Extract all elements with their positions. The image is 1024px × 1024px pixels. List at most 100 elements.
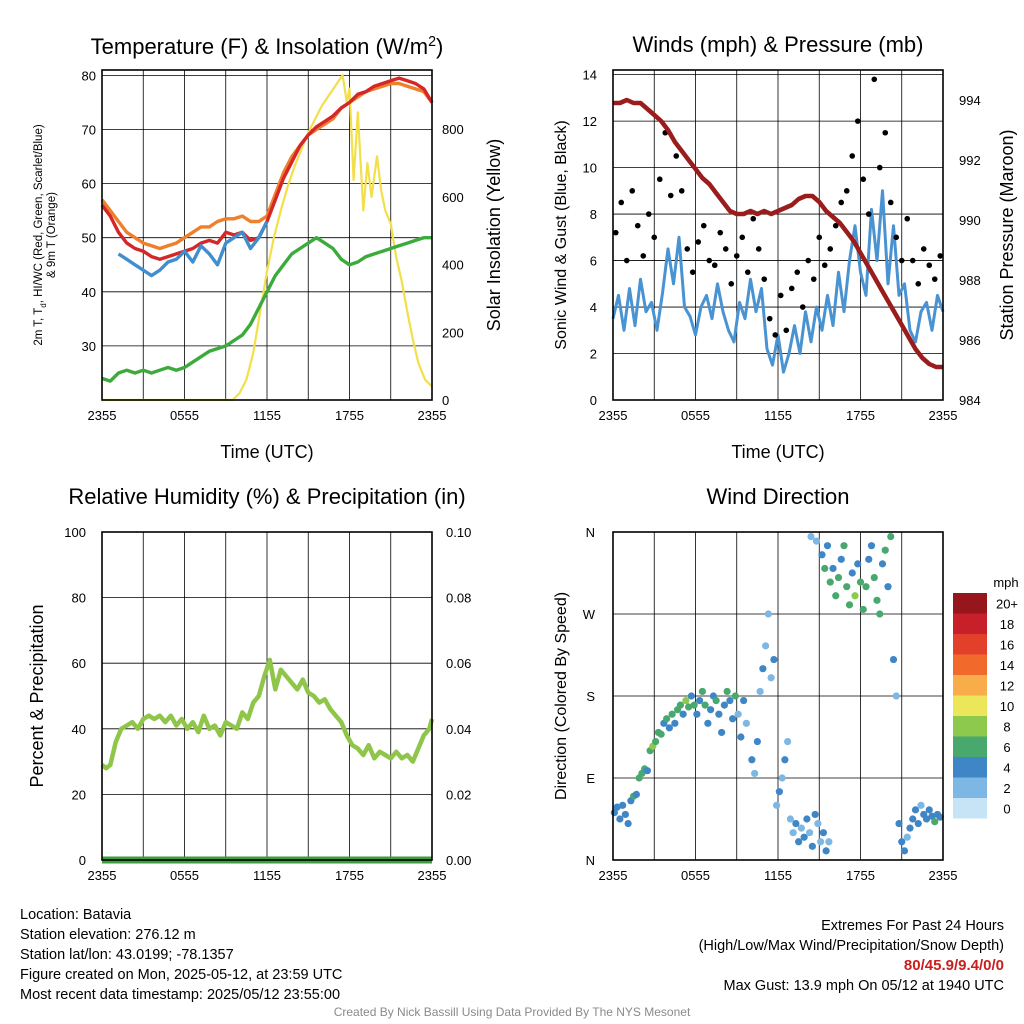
- gust-point: [904, 215, 911, 222]
- y-tick-label: N: [586, 853, 595, 868]
- gust-point: [772, 332, 779, 338]
- direction-point: [867, 542, 876, 550]
- y2-tick-label: 984: [959, 393, 981, 408]
- y2-axis-label: Solar Insolation (Yellow): [484, 139, 504, 331]
- direction-point: [914, 819, 922, 828]
- gust-point: [689, 269, 696, 275]
- x-tick-label: 1755: [335, 408, 364, 423]
- colorbar-swatch: [953, 675, 987, 696]
- direction-point: [726, 696, 734, 705]
- latlon-text: Station lat/lon: 43.0199; -78.1357: [20, 947, 234, 963]
- direction-point: [898, 838, 906, 846]
- y2-tick-label: 200: [442, 325, 464, 340]
- direction-point: [613, 803, 621, 811]
- created-text: Figure created on Mon, 2025-05-12, at 23…: [20, 967, 343, 983]
- colorbar-label: 2: [1003, 781, 1010, 796]
- colorbar-label: 14: [1000, 658, 1014, 673]
- gust-point: [788, 285, 795, 292]
- direction-point: [784, 737, 792, 746]
- y-tick-label: S: [586, 689, 595, 704]
- series-line: [100, 81, 434, 251]
- gust-point: [898, 257, 905, 264]
- direction-point: [715, 710, 723, 718]
- extremes-values: 80/45.9/9.4/0/0: [903, 957, 1004, 974]
- gust-point: [678, 188, 685, 194]
- direction-point: [823, 542, 832, 550]
- x-tick-label: 1155: [764, 408, 792, 423]
- colorbar-label: 8: [1003, 719, 1010, 734]
- colorbar-swatch: [953, 695, 987, 716]
- x-tick-label: 1155: [764, 868, 792, 883]
- gust-point: [618, 199, 625, 206]
- gust-point: [733, 253, 740, 259]
- gust-point: [865, 211, 872, 217]
- y2-tick-label: 988: [959, 273, 981, 288]
- colorbar-label: 6: [1003, 740, 1010, 755]
- direction-point: [734, 710, 742, 718]
- direction-point: [892, 692, 900, 700]
- direction-point: [840, 542, 848, 550]
- direction-point: [731, 692, 739, 700]
- chart-title: Temperature (F) & Insolation (W/m2): [91, 34, 444, 59]
- y2-tick-label: 994: [959, 93, 981, 108]
- y-tick-label: 60: [82, 177, 96, 192]
- plot-area-2: 2355 0555 1155 1755 2355: [599, 70, 957, 423]
- y-tick-label: 6: [590, 254, 597, 269]
- gust-point: [744, 269, 751, 275]
- x-tick-label: 2355: [929, 868, 958, 883]
- gust-point: [937, 253, 944, 259]
- x-tick-label: 2355: [599, 408, 628, 423]
- y-axis-label: Percent & Precipitation: [27, 604, 47, 787]
- y-tick-label: 70: [82, 123, 96, 138]
- credit-footer: Created By Nick Bassill Using Data Provi…: [333, 1005, 691, 1019]
- y-tick-label: 60: [72, 656, 86, 671]
- chart-title: Wind Direction: [706, 484, 849, 509]
- direction-point: [789, 829, 797, 837]
- gust-point: [640, 253, 647, 259]
- direction-point: [884, 583, 892, 591]
- direction-point: [851, 592, 859, 600]
- y2-tick-label: 990: [959, 213, 981, 228]
- x-tick-label: 0555: [681, 408, 710, 423]
- direction-point: [718, 728, 726, 737]
- gust-point: [750, 215, 757, 222]
- direction-point: [701, 701, 709, 709]
- direction-point: [822, 847, 830, 855]
- direction-point: [665, 724, 673, 732]
- direction-point: [865, 555, 873, 563]
- humidity-line: [100, 657, 435, 771]
- direction-point: [632, 790, 640, 799]
- direction-point: [829, 564, 837, 573]
- direction-point: [696, 696, 704, 705]
- direction-point: [800, 833, 808, 841]
- y-tick-label: 8: [590, 207, 597, 222]
- direction-point: [773, 801, 781, 809]
- direction-point: [806, 829, 814, 837]
- gust-point: [876, 164, 883, 171]
- extremes-subtitle: (High/Low/Max Wind/Precipitation/Snow De…: [698, 938, 1004, 954]
- colorbar-swatch: [953, 757, 987, 778]
- y-tick-label: 0: [590, 393, 597, 408]
- gust-point: [915, 281, 922, 287]
- gust-point: [832, 222, 839, 229]
- direction-point: [808, 842, 816, 850]
- direction-point: [663, 715, 671, 723]
- y-tick-label: 2: [590, 347, 597, 362]
- y-axis-label-line2: & 9m T (Orange): [46, 192, 58, 278]
- x-tick-label: 1755: [846, 408, 875, 423]
- plot-area-4: 2355 0555 1155 1755 2355: [599, 531, 958, 883]
- direction-point: [812, 537, 821, 545]
- x-tick-label: 1755: [846, 868, 875, 883]
- x-tick-label: 2355: [88, 868, 117, 883]
- direction-point: [928, 812, 936, 820]
- location-text: Location: Batavia: [20, 907, 132, 923]
- y-tick-label: 20: [72, 787, 86, 802]
- colorbar-swatch: [953, 716, 987, 737]
- y-tick-label: W: [583, 607, 596, 622]
- direction-point: [811, 810, 819, 819]
- colorbar-label: 20+: [996, 596, 1018, 611]
- y-tick-label: 0: [79, 853, 86, 868]
- gust-point: [909, 257, 916, 264]
- y-axis-label: Sonic Wind & Gust (Blue, Black): [553, 120, 570, 349]
- extremes-panel: Extremes For Past 24 Hours (High/Low/Max…: [699, 916, 1004, 996]
